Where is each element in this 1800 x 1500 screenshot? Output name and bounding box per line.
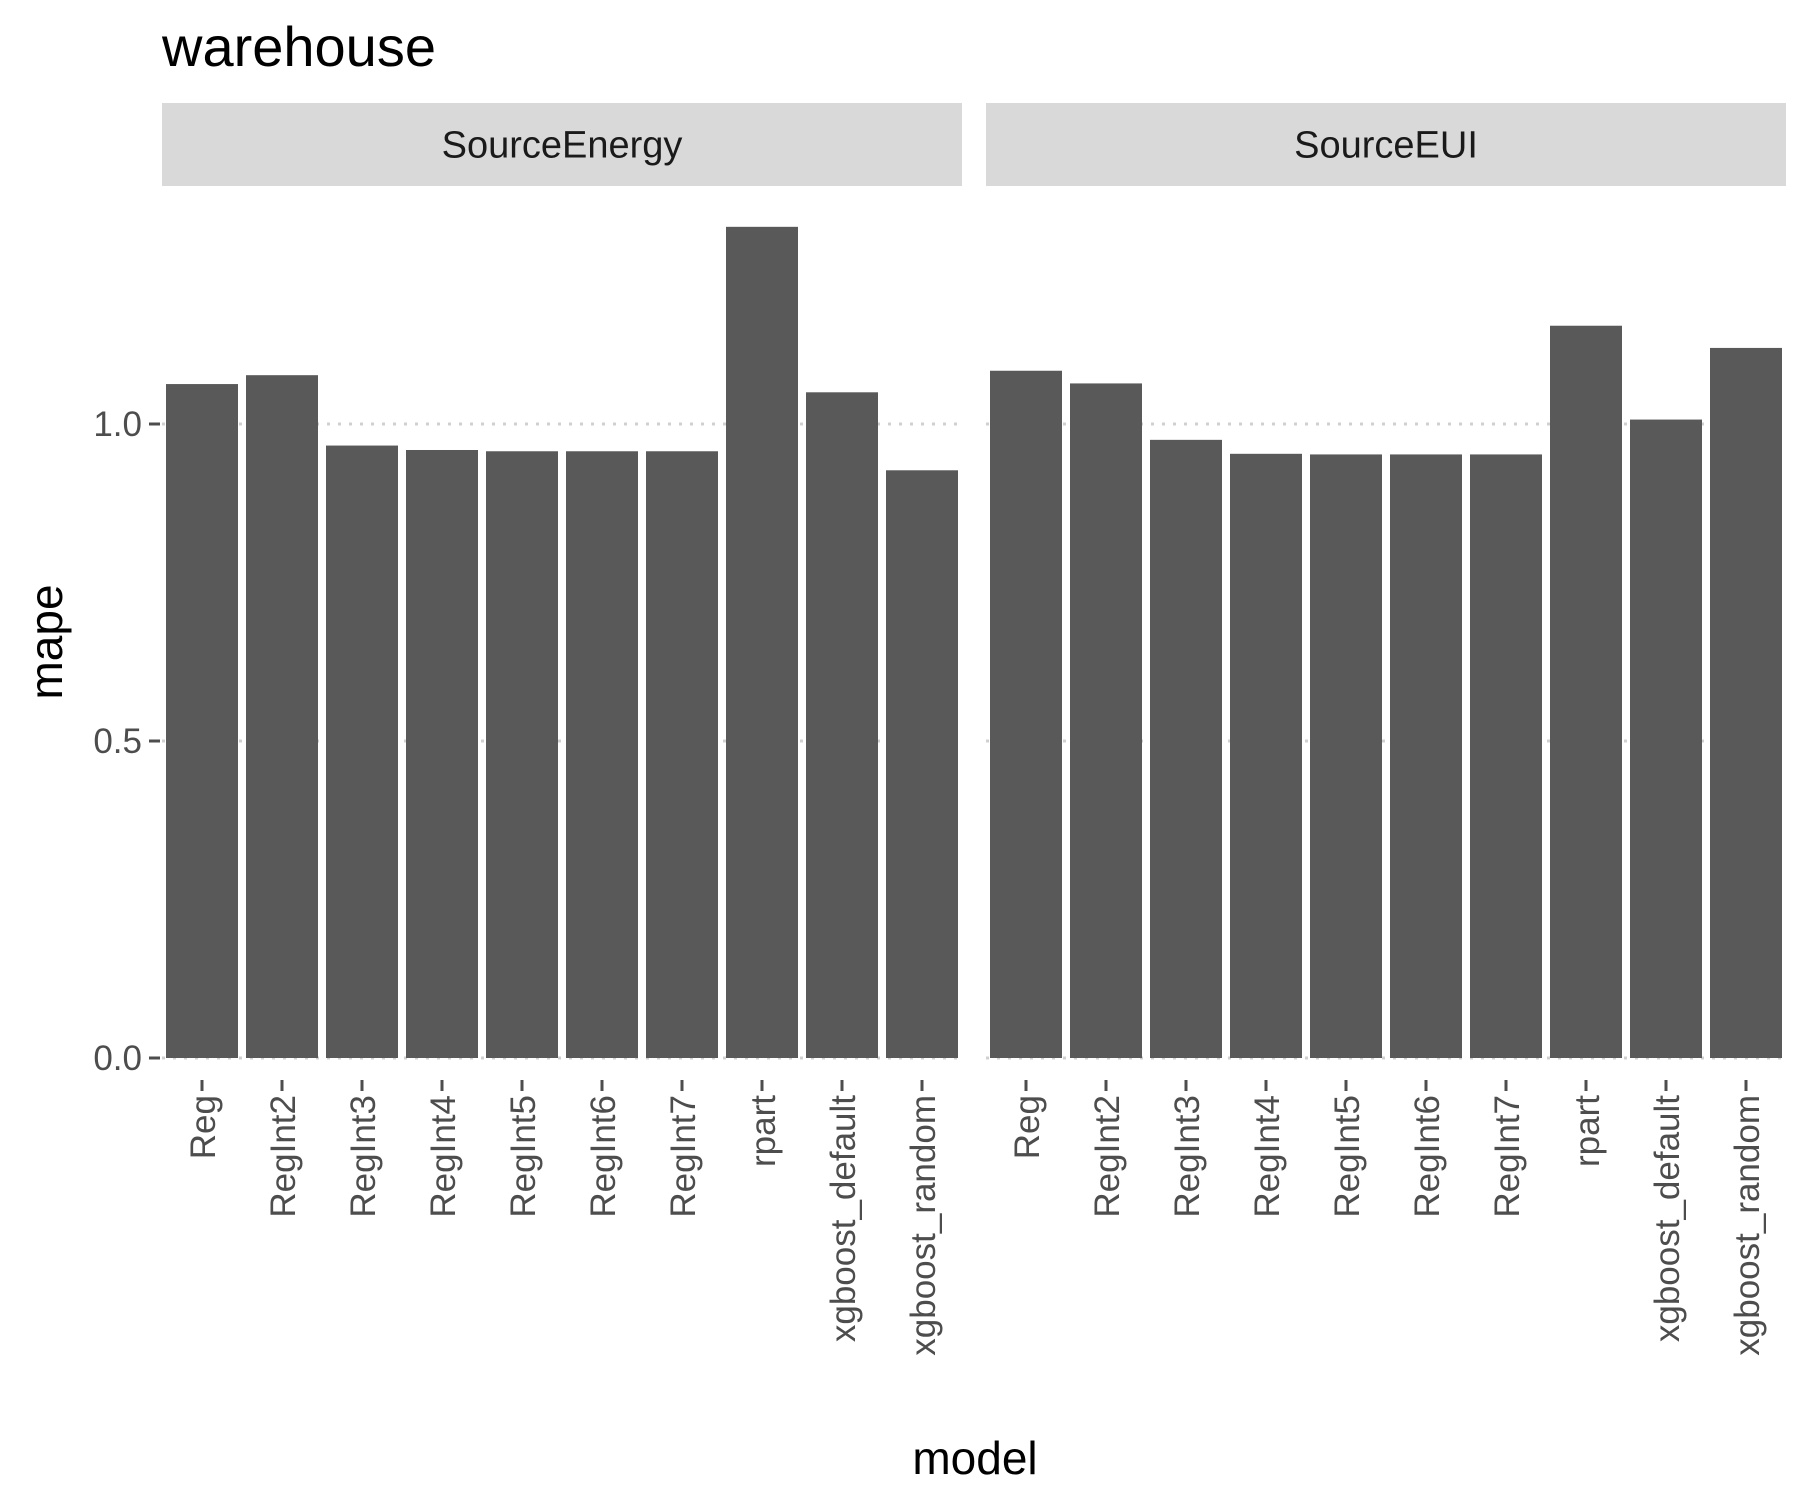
y-tick-label: 0.0 <box>93 1039 142 1078</box>
facet-strip-label: SourceEnergy <box>442 125 683 167</box>
chart-title: warehouse <box>161 15 436 78</box>
bar <box>1630 419 1702 1058</box>
x-tick-label: RegInt6 <box>584 1095 623 1218</box>
y-tick-label: 0.5 <box>93 722 142 761</box>
x-tick-label: xgboost_default <box>824 1095 863 1342</box>
bar <box>566 451 638 1059</box>
bar <box>1230 453 1302 1059</box>
bar <box>806 392 878 1058</box>
x-tick-label: Reg <box>184 1095 223 1159</box>
x-tick-label: rpart <box>744 1095 783 1167</box>
x-tick-label: RegInt4 <box>424 1095 463 1218</box>
plot-area: 0.0 0.5 1.0 SourceEnergy Reg RegInt2 RegInt3 Re… <box>93 103 1786 1356</box>
facet-strip-label: SourceEUI <box>1294 125 1478 167</box>
x-tick-label: RegInt5 <box>1328 1095 1367 1218</box>
x-tick-label: RegInt4 <box>1248 1095 1287 1218</box>
facet-strip <box>986 103 1786 186</box>
x-tick-label: xgboost_default <box>1648 1095 1687 1342</box>
x-tick-label: xgboost_random <box>1728 1095 1767 1356</box>
x-tick-label: RegInt3 <box>344 1095 383 1218</box>
bar <box>1150 439 1222 1059</box>
x-tick-label: RegInt2 <box>264 1095 303 1218</box>
bar <box>1310 454 1382 1058</box>
x-tick-label: RegInt7 <box>1488 1095 1527 1218</box>
x-tick-label: RegInt2 <box>1088 1095 1127 1218</box>
x-tick-label: rpart <box>1568 1095 1607 1167</box>
x-tick-label: RegInt7 <box>664 1095 703 1218</box>
bar <box>1710 347 1782 1058</box>
x-axis-title: model <box>912 1432 1037 1484</box>
bar <box>1470 454 1542 1058</box>
y-tick-label: 1.0 <box>93 405 142 444</box>
bar <box>726 226 798 1059</box>
x-tick-label: RegInt6 <box>1408 1095 1447 1218</box>
x-tick-label: Reg <box>1008 1095 1047 1159</box>
bar <box>1070 383 1142 1058</box>
bar <box>1390 454 1462 1058</box>
bar <box>486 451 558 1059</box>
bar <box>1550 325 1622 1059</box>
x-tick-label: RegInt5 <box>504 1095 543 1218</box>
bar <box>406 449 478 1058</box>
bar <box>326 445 398 1058</box>
y-axis-title: mape <box>20 584 72 699</box>
bar <box>990 370 1062 1058</box>
bar <box>166 384 238 1059</box>
bar <box>646 451 718 1059</box>
bar <box>886 470 958 1059</box>
facet-strip <box>162 103 962 186</box>
bar <box>246 375 318 1058</box>
x-tick-label: xgboost_random <box>904 1095 943 1356</box>
x-tick-label: RegInt3 <box>1168 1095 1207 1218</box>
